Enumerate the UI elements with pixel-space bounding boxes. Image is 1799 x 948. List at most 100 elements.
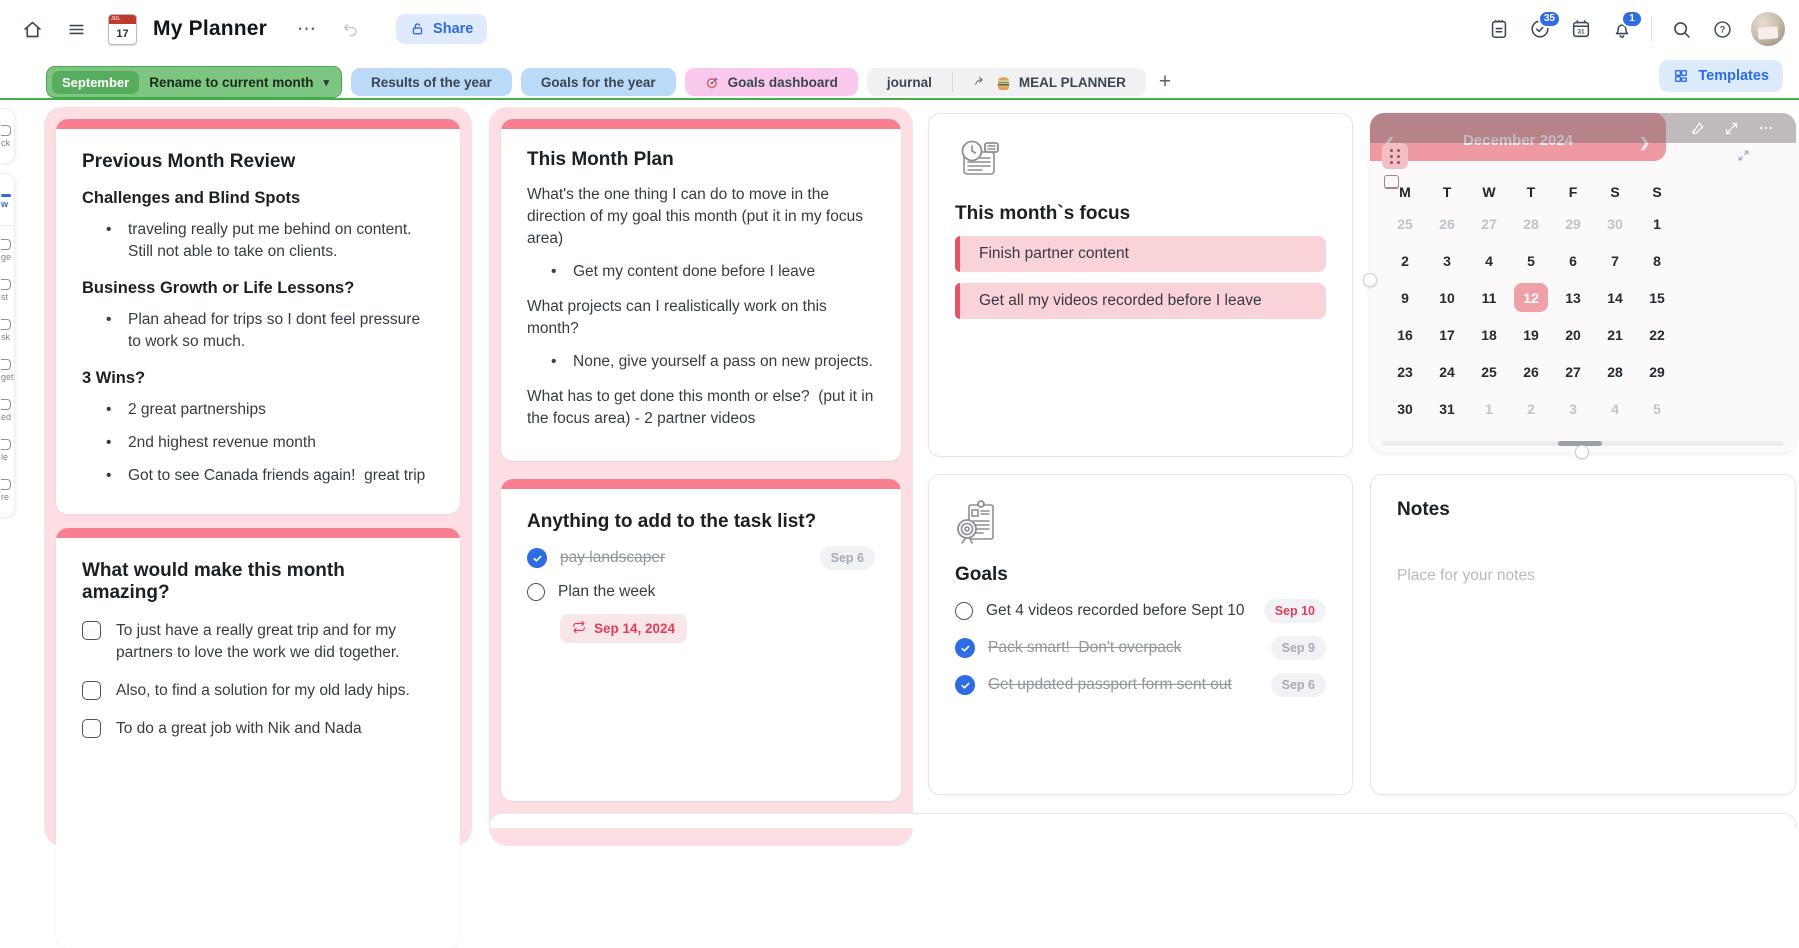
resize-handle-bottom[interactable] xyxy=(1575,445,1589,459)
calendar-day[interactable]: 25 xyxy=(1397,215,1413,232)
calendar-day[interactable]: 26 xyxy=(1439,215,1455,232)
widget-drag-handle[interactable] xyxy=(1382,143,1408,169)
calendar-day[interactable]: 2 xyxy=(1527,400,1535,417)
user-avatar[interactable] xyxy=(1751,12,1785,46)
calendar-day[interactable]: 29 xyxy=(1649,363,1665,380)
calendar-day[interactable]: 3 xyxy=(1443,252,1451,269)
calendar-day[interactable]: 9 xyxy=(1401,289,1409,306)
focus-highlight-item[interactable]: Finish partner content xyxy=(955,236,1326,272)
palette-item-st[interactable]: st xyxy=(0,270,14,310)
calendar-day[interactable]: 3 xyxy=(1569,400,1577,417)
palette-item-w[interactable]: w xyxy=(0,181,14,221)
calendar-day[interactable]: 25 xyxy=(1481,363,1497,380)
calendar-day[interactable]: 4 xyxy=(1485,252,1493,269)
more-options-button[interactable]: ⋯ xyxy=(297,18,319,40)
bullet-item[interactable]: Plan ahead for trips so I dont feel pres… xyxy=(82,309,434,353)
task-item[interactable]: pay landscaper Sep 6 xyxy=(527,546,875,570)
expand-icon[interactable] xyxy=(1723,120,1740,137)
plan-paragraph[interactable]: What's the one thing I can do to move in… xyxy=(527,186,868,247)
goal-item[interactable]: Get updated passport form sent out Sep 6 xyxy=(955,673,1326,697)
checklist-item[interactable]: Also, to find a solution for my old lady… xyxy=(82,680,434,702)
task-checkbox-checked[interactable] xyxy=(527,548,547,568)
calendar-day[interactable]: 28 xyxy=(1607,363,1623,380)
notifications-bell-icon[interactable]: 1 xyxy=(1610,10,1643,41)
calendar-day-selected[interactable]: 12 xyxy=(1510,279,1552,316)
calendar-next-button[interactable]: ❯ xyxy=(1639,135,1650,150)
resize-corner-icon[interactable] xyxy=(1737,149,1750,167)
bullet-item[interactable]: None, give yourself a pass on new projec… xyxy=(527,351,875,373)
calendar-day[interactable]: 21 xyxy=(1607,326,1623,343)
style-brush-icon[interactable] xyxy=(1689,120,1706,137)
checklist-item[interactable]: To just have a really great trip and for… xyxy=(82,620,434,664)
calendar-day[interactable]: 28 xyxy=(1523,215,1539,232)
undo-icon[interactable] xyxy=(338,17,362,41)
calendar-day[interactable]: 5 xyxy=(1653,400,1661,417)
calendar-day[interactable]: 27 xyxy=(1565,363,1581,380)
palette-item-le[interactable]: le xyxy=(0,430,14,470)
calendar-day[interactable]: 30 xyxy=(1607,215,1623,232)
calendar-day[interactable]: 11 xyxy=(1481,289,1497,306)
tab-september-active[interactable]: September Rename to current month ▾ xyxy=(46,66,343,98)
task-checkbox-unchecked[interactable] xyxy=(527,583,545,601)
plan-paragraph[interactable]: What has to get done this month or else?… xyxy=(527,388,878,427)
calendar-day[interactable]: 1 xyxy=(1485,400,1493,417)
calendar-day[interactable]: 23 xyxy=(1397,363,1413,380)
tasks-icon[interactable]: 35 xyxy=(1528,10,1561,41)
checkbox-unchecked[interactable] xyxy=(82,621,101,640)
checkbox-unchecked[interactable] xyxy=(82,681,101,700)
calendar-day[interactable]: 31 xyxy=(1439,400,1455,417)
calendar-day[interactable]: 19 xyxy=(1523,326,1539,343)
calendar-day[interactable]: 22 xyxy=(1649,326,1665,343)
task-item[interactable]: Plan the week xyxy=(527,583,875,601)
share-button[interactable]: Share xyxy=(396,14,488,44)
checklist-item[interactable]: To do a great job with Nik and Nada xyxy=(82,718,434,740)
calendar-day[interactable]: 27 xyxy=(1481,215,1497,232)
task-checkbox-unchecked[interactable] xyxy=(955,602,973,620)
checkbox-unchecked[interactable] xyxy=(82,719,101,738)
tab-goals-dashboard[interactable]: Goals dashboard xyxy=(684,68,858,96)
focus-highlight-item[interactable]: Get all my videos recorded before I leav… xyxy=(955,283,1326,319)
task-repeat-date-badge[interactable]: Sep 14, 2024 xyxy=(560,614,688,643)
help-icon[interactable]: ? xyxy=(1710,17,1734,41)
home-icon[interactable] xyxy=(20,17,44,41)
plan-paragraph[interactable]: What projects can I realistically work o… xyxy=(527,298,832,337)
tab-results-of-the-year[interactable]: Results of the year xyxy=(351,68,512,96)
search-icon[interactable] xyxy=(1669,17,1693,41)
calendar-day[interactable]: 20 xyxy=(1565,326,1581,343)
palette-item-ge[interactable]: ge xyxy=(0,230,14,270)
calendar-prev-button[interactable]: ❮ xyxy=(1384,135,1395,151)
task-checkbox-checked[interactable] xyxy=(955,675,975,695)
palette-item-ck[interactable]: ck xyxy=(0,116,14,156)
calendar-day[interactable]: 29 xyxy=(1565,215,1581,232)
calendar-day[interactable]: 24 xyxy=(1439,363,1455,380)
palette-item-ed[interactable]: ed xyxy=(0,390,14,430)
tab-goals-for-the-year[interactable]: Goals for the year xyxy=(520,68,676,96)
bullet-item[interactable]: 2 great partnerships xyxy=(82,399,434,421)
notes-placeholder[interactable]: Place for your notes xyxy=(1397,567,1535,584)
bullet-item[interactable]: 2nd highest revenue month xyxy=(82,432,434,454)
calendar-day[interactable]: 8 xyxy=(1653,252,1661,269)
chevron-down-icon[interactable]: ▾ xyxy=(323,76,330,89)
calendar-scroll-thumb[interactable] xyxy=(1558,441,1602,446)
calendar-day[interactable]: 5 xyxy=(1527,252,1535,269)
calendar-day[interactable]: 15 xyxy=(1649,289,1665,306)
calendar-day[interactable]: 4 xyxy=(1611,400,1619,417)
calendar-day[interactable]: 6 xyxy=(1569,252,1577,269)
bullet-item[interactable]: traveling really put me behind on conten… xyxy=(82,219,434,263)
calendar-day[interactable]: 13 xyxy=(1565,289,1581,306)
palette-item-get[interactable]: get xyxy=(0,350,14,390)
calendar-day[interactable]: 2 xyxy=(1401,252,1409,269)
resize-handle-left[interactable] xyxy=(1363,273,1377,287)
goal-item[interactable]: Get 4 videos recorded before Sept 10 Sep … xyxy=(955,599,1326,623)
calendar-day[interactable]: 26 xyxy=(1523,363,1539,380)
tab-journal[interactable]: journal xyxy=(867,68,952,96)
widget-more-icon[interactable] xyxy=(1757,120,1774,137)
calendar-day[interactable]: 30 xyxy=(1397,400,1413,417)
bullet-item[interactable]: Get my content done before I leave xyxy=(527,261,875,283)
calendar-day[interactable]: 16 xyxy=(1397,326,1413,343)
add-tab-button[interactable]: + xyxy=(1158,70,1172,93)
calendar-day[interactable]: 7 xyxy=(1611,252,1619,269)
bullet-item[interactable]: Got to see Canada friends again! great t… xyxy=(82,465,434,487)
calendar-day[interactable]: 14 xyxy=(1607,289,1623,306)
tab-meal-planner[interactable]: MEAL PLANNER xyxy=(953,68,1146,96)
